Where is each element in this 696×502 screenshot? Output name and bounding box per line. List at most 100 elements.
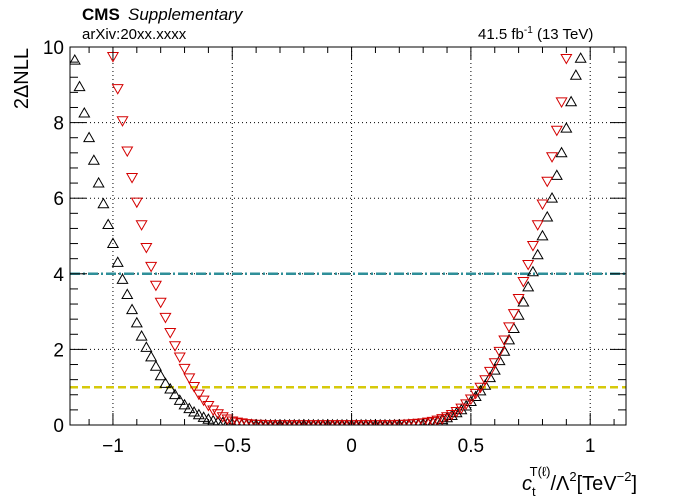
- marker-down: [445, 410, 458, 421]
- marker-up: [140, 341, 153, 352]
- axes-box: [69, 46, 627, 426]
- marker-up: [102, 218, 115, 230]
- marker-up: [503, 333, 516, 345]
- energy-label: (13 TeV): [533, 26, 594, 43]
- y-tick-label: 10: [43, 38, 64, 59]
- marker-up: [130, 316, 143, 328]
- marker-down: [555, 97, 568, 109]
- marker-down: [526, 241, 539, 252]
- marker-down: [154, 297, 167, 309]
- marker-up: [512, 309, 525, 320]
- marker-down: [550, 125, 563, 137]
- marker-up: [474, 384, 487, 396]
- marker-down: [149, 280, 162, 292]
- marker-down: [460, 399, 473, 411]
- marker-down: [560, 53, 573, 65]
- y-tick-label: 8: [53, 114, 64, 135]
- marker-down: [440, 412, 454, 423]
- marker-down: [488, 358, 501, 369]
- y-tick-label: 0: [53, 416, 64, 437]
- marker-up: [173, 394, 186, 405]
- marker-down: [474, 382, 487, 394]
- marker-up: [545, 191, 559, 203]
- marker-up: [469, 390, 482, 402]
- marker-up: [565, 95, 578, 107]
- marker-up: [493, 354, 506, 366]
- x-axis-title: ct T(ℓ)/Λ2[TeV−2]: [522, 464, 637, 499]
- reference-lines: [70, 272, 626, 389]
- marker-down: [207, 405, 220, 417]
- marker-up: [125, 303, 139, 315]
- svg-text:ctT(ℓ)/Λ2[TeV−2]: ct T(ℓ)/Λ2[TeV−2]: [522, 464, 637, 499]
- marker-up: [135, 329, 148, 341]
- marker-down: [545, 152, 559, 163]
- x-tick-label: 1: [585, 436, 596, 457]
- marker-up: [555, 146, 568, 158]
- marker-up: [92, 176, 105, 188]
- marker-down: [517, 276, 530, 288]
- marker-up: [522, 280, 535, 292]
- x-title-symbol: c: [522, 473, 532, 495]
- marker-down: [135, 220, 148, 231]
- grid-lines: [70, 46, 626, 426]
- marker-down: [498, 335, 511, 347]
- marker-down: [188, 382, 201, 393]
- marker-up: [183, 402, 196, 414]
- marker-down: [507, 309, 520, 320]
- marker-down: [211, 409, 225, 420]
- marker-up: [83, 131, 96, 143]
- svg-text:41.5 fb-1 (13 TeV): 41.5 fb-1 (13 TeV): [478, 25, 593, 43]
- x-tick-label: −0.5: [214, 436, 252, 457]
- marker-up: [498, 345, 511, 356]
- marker-up: [536, 229, 549, 241]
- marker-up: [526, 265, 539, 277]
- marker-up: [517, 295, 530, 307]
- marker-down: [512, 293, 525, 305]
- marker-down: [436, 414, 449, 425]
- marker-down: [479, 375, 492, 386]
- marker-up: [479, 379, 492, 390]
- marker-up: [70, 54, 81, 65]
- x-tick-label: 0: [346, 436, 357, 457]
- marker-up: [116, 273, 129, 284]
- marker-up: [168, 388, 182, 400]
- marker-up: [73, 80, 86, 92]
- marker-down: [541, 176, 554, 188]
- marker-down: [173, 352, 186, 364]
- cms-label: CMS: [82, 5, 120, 24]
- y-tick-label: 2: [53, 340, 64, 361]
- marker-down: [503, 322, 516, 333]
- x-title-subscript: t: [532, 484, 536, 499]
- marker-down: [178, 363, 191, 375]
- marker-down: [197, 395, 210, 407]
- y-tick-label: 4: [53, 265, 64, 286]
- marker-up: [159, 377, 172, 388]
- marker-down: [168, 341, 182, 352]
- marker-down: [464, 394, 477, 406]
- marker-up: [197, 411, 210, 422]
- marker-up: [192, 408, 205, 420]
- x-title-superscript: T(ℓ): [530, 464, 551, 479]
- marker-down: [230, 417, 244, 425]
- marker-up: [541, 210, 554, 222]
- marker-down: [121, 146, 134, 158]
- marker-down: [130, 197, 143, 209]
- marker-down: [493, 346, 506, 358]
- data-markers: [70, 52, 587, 425]
- marker-up: [531, 248, 544, 260]
- marker-down: [235, 418, 248, 425]
- marker-up: [574, 52, 587, 63]
- marker-up: [111, 256, 124, 267]
- marker-down: [111, 84, 124, 95]
- marker-down: [140, 242, 153, 254]
- arxiv-label: arXiv:20xx.xxxx: [82, 26, 187, 43]
- plot-frame: [69, 46, 627, 426]
- marker-up: [569, 69, 582, 80]
- marker-up: [164, 382, 177, 394]
- marker-down: [183, 373, 196, 384]
- x-title-unit-exponent: −2: [617, 469, 632, 484]
- marker-down: [192, 389, 205, 401]
- marker-up: [154, 369, 167, 381]
- marker-down: [483, 366, 497, 378]
